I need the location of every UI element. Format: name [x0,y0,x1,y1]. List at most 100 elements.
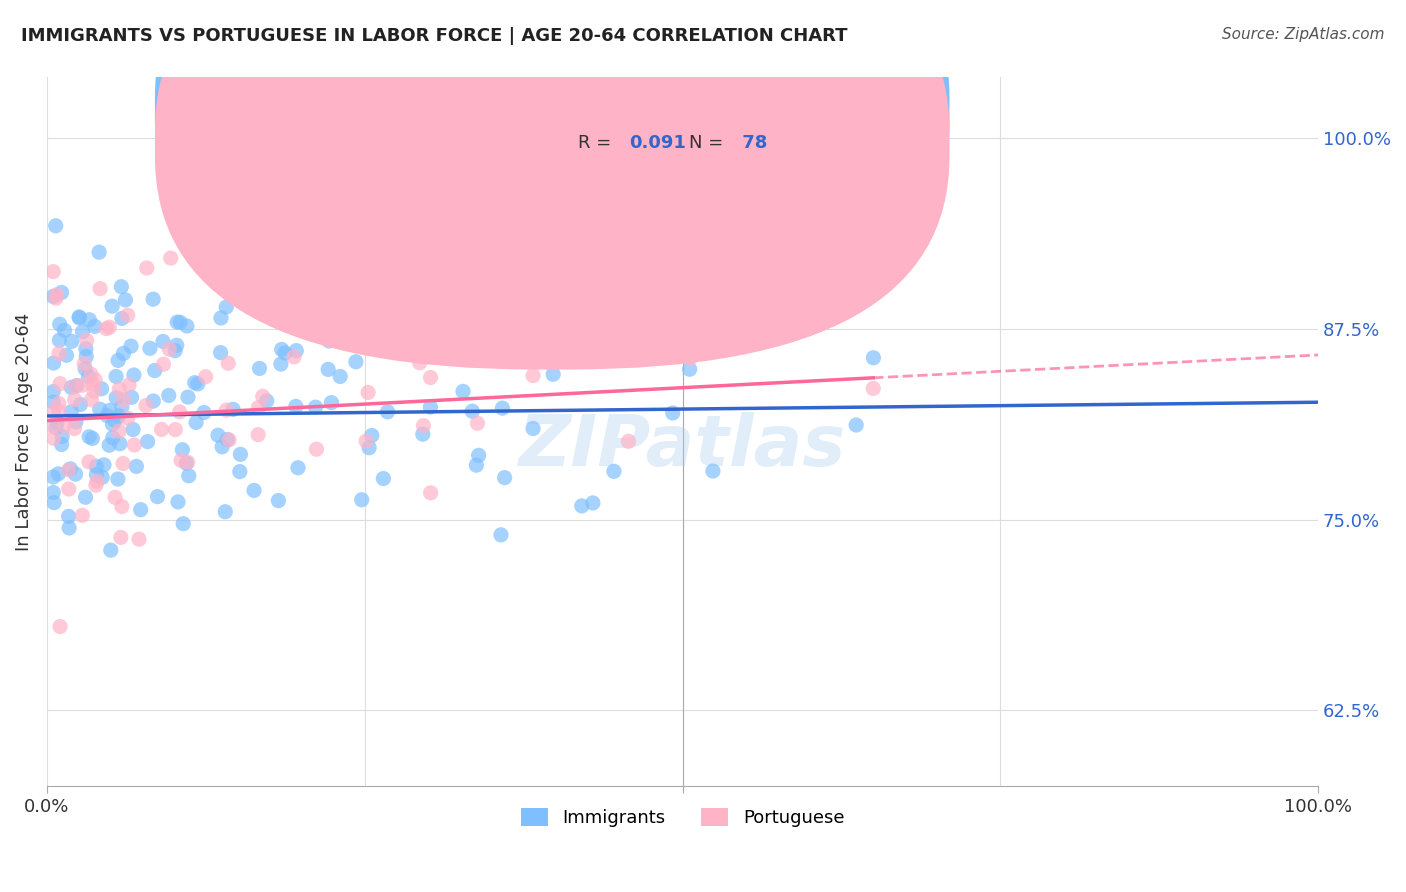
Immigrants [121,390,143,404]
Immigrants [214,505,236,519]
Portuguese [264,301,287,316]
Portuguese [42,265,65,279]
Immigrants [143,363,166,377]
Immigrants [166,338,188,352]
Portuguese [117,308,139,322]
Immigrants [166,315,188,329]
Text: ZIPatlas: ZIPatlas [519,411,846,481]
Immigrants [177,468,200,483]
Immigrants [270,343,292,357]
Portuguese [45,291,67,305]
Portuguese [84,373,107,387]
Immigrants [87,245,110,260]
Portuguese [48,346,70,360]
Immigrants [42,395,65,409]
Portuguese [117,411,139,425]
Immigrants [359,441,381,455]
Immigrants [360,428,382,442]
Immigrants [79,312,101,326]
Immigrants [461,404,484,418]
Immigrants [522,421,544,435]
Portuguese [408,356,430,370]
Text: 157: 157 [735,102,773,120]
Immigrants [77,369,100,384]
Immigrants [108,409,131,423]
Immigrants [229,465,252,479]
Immigrants [98,403,121,417]
Immigrants [702,464,724,478]
Immigrants [66,378,89,392]
Immigrants [350,334,373,348]
Portuguese [110,530,132,544]
Portuguese [252,389,274,403]
Portuguese [124,438,146,452]
Immigrants [82,431,104,445]
Immigrants [120,339,142,353]
Immigrants [110,279,132,293]
Portuguese [419,486,441,500]
Portuguese [617,434,640,449]
Immigrants [489,528,512,542]
Portuguese [70,378,93,392]
Immigrants [165,343,187,358]
Immigrants [125,459,148,474]
Portuguese [194,369,217,384]
Portuguese [98,320,121,334]
Immigrants [716,276,738,290]
Immigrants [67,310,90,325]
Immigrants [316,314,339,328]
Immigrants [96,409,118,423]
Portuguese [65,379,87,393]
Portuguese [862,381,884,395]
Immigrants [285,343,308,358]
Text: R =: R = [578,135,612,153]
Portuguese [42,419,65,434]
Portuguese [152,357,174,371]
Immigrants [59,462,82,476]
Portuguese [63,392,86,407]
Immigrants [207,428,229,442]
Portuguese [58,482,80,496]
Portuguese [118,378,141,392]
Portuguese [135,399,157,413]
Portuguese [157,342,180,356]
Immigrants [83,319,105,334]
Immigrants [862,351,884,365]
Immigrants [60,405,83,419]
Immigrants [75,361,97,376]
Immigrants [209,345,232,359]
Portuguese [169,405,191,419]
Immigrants [152,334,174,349]
Immigrants [89,402,111,417]
Portuguese [45,287,67,301]
Immigrants [101,431,124,445]
Immigrants [104,413,127,427]
Immigrants [67,310,90,324]
Immigrants [173,232,195,246]
Portuguese [48,396,70,410]
Immigrants [65,415,87,429]
Immigrants [167,495,190,509]
Portuguese [82,377,104,392]
Portuguese [53,419,76,434]
Immigrants [107,472,129,486]
Immigrants [267,493,290,508]
Text: 0.048: 0.048 [628,102,686,120]
Immigrants [65,467,87,482]
Portuguese [112,457,135,471]
Portuguese [218,433,240,447]
Immigrants [48,333,70,347]
Immigrants [193,405,215,419]
Immigrants [86,467,108,482]
Text: IMMIGRANTS VS PORTUGUESE IN LABOR FORCE | AGE 20-64 CORRELATION CHART: IMMIGRANTS VS PORTUGUESE IN LABOR FORCE … [21,27,848,45]
Text: Source: ZipAtlas.com: Source: ZipAtlas.com [1222,27,1385,42]
Immigrants [45,420,67,434]
Portuguese [84,478,107,492]
Immigrants [142,394,165,409]
Immigrants [451,384,474,399]
Immigrants [183,376,205,390]
Immigrants [412,427,434,442]
Immigrants [72,325,94,339]
Immigrants [142,292,165,306]
Immigrants [249,361,271,376]
